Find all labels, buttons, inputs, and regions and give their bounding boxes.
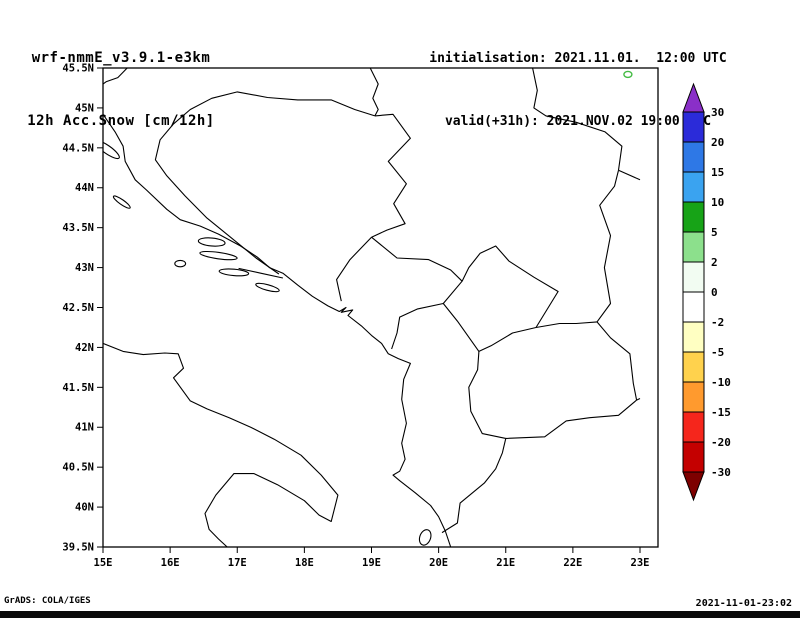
x-tick-label: 15E xyxy=(94,557,113,569)
colorbar-boundary-label: 10 xyxy=(711,196,724,209)
y-tick-label: 44N xyxy=(75,182,94,194)
colorbar-boundary-label: -30 xyxy=(711,466,731,479)
island-brac xyxy=(197,237,226,247)
y-tick-label: 44.5N xyxy=(62,142,94,154)
generation-timestamp: 2021-11-01-23:02 xyxy=(695,598,792,609)
colorbar-segment xyxy=(682,231,705,263)
x-tick-label: 17E xyxy=(228,557,247,569)
title-block-left: wrf-nmmE_v3.9.1-e3km 12h Acc.Snow [cm/12… xyxy=(12,6,230,174)
y-tick-label: 45N xyxy=(75,102,94,114)
bottom-border-strip xyxy=(0,611,800,618)
y-tick-label: 45.5N xyxy=(62,63,94,75)
x-tick-label: 18E xyxy=(295,557,314,569)
axis-ticks-and-labels: 15E 16E 17E 18E 19E 20E 21E 22E 23E 45.5N 45N 44.5N… xyxy=(62,63,649,570)
y-tick-label: 43N xyxy=(75,262,94,274)
colorbar-boundary-label: 20 xyxy=(711,136,724,149)
border-greece-bulgaria xyxy=(636,398,641,401)
colorbar-segment xyxy=(682,111,705,143)
border-serbia-macedonia xyxy=(535,321,598,329)
x-tick-label: 22E xyxy=(563,557,582,569)
colorbar-boundary-label: -10 xyxy=(711,376,731,389)
border-bosnia-serbia-drina xyxy=(371,113,411,238)
border-montenegro-serbia xyxy=(371,236,463,282)
border-bosnia-montenegro xyxy=(336,236,372,302)
colorbar-segment xyxy=(682,291,705,323)
coast-adriatic-east xyxy=(103,113,452,547)
y-tick-label: 41N xyxy=(75,422,94,434)
y-tick-label: 42.5N xyxy=(62,302,94,314)
colorbar-boundary-label: 15 xyxy=(711,166,724,179)
x-tick-label: 23E xyxy=(631,557,650,569)
y-tick-label: 39.5N xyxy=(62,541,94,553)
x-tick-label: 20E xyxy=(429,557,448,569)
island-vis xyxy=(174,259,187,268)
x-tick-label: 16E xyxy=(161,557,180,569)
colorbar-boundary-label: 5 xyxy=(711,226,718,239)
border-macedonia-bulgaria xyxy=(596,321,638,401)
colorbar-segment xyxy=(682,321,705,353)
model-title: wrf-nmmE_v3.9.1-e3km xyxy=(31,50,211,66)
colorbar-segment xyxy=(682,201,705,233)
x-tick-label: 19E xyxy=(362,557,381,569)
colorbar-boundary-label: 0 xyxy=(711,286,718,299)
island-corfu xyxy=(418,529,432,546)
valid-time-label: valid(+31h): 2021.NOV.02 19:00 UTC xyxy=(444,114,712,129)
colorbar-segment xyxy=(682,351,705,383)
colorbar-boundary-label: 2 xyxy=(711,256,718,269)
border-serbia-bulgaria xyxy=(596,170,620,323)
peninsula-peljesac xyxy=(238,267,284,279)
y-tick-label: 40.5N xyxy=(62,462,94,474)
x-tick-label: 21E xyxy=(496,557,515,569)
title-block-right: initialisation: 2021.11.01. 12:00 UTC va… xyxy=(408,6,748,174)
map-outlines xyxy=(103,68,641,547)
island-hvar xyxy=(199,250,238,261)
colorbar-boundary-label: 30 xyxy=(711,106,724,119)
border-croatia-serbia xyxy=(369,68,379,117)
colorbar-boundary-label: -20 xyxy=(711,436,731,449)
colorbar-segment xyxy=(682,381,705,413)
island-pag xyxy=(103,139,120,160)
border-slovenia-croatia xyxy=(103,68,128,85)
product-title: 12h Acc.Snow [cm/12h] xyxy=(27,113,215,129)
border-albania-greece xyxy=(441,438,507,534)
colorbar-segment xyxy=(682,261,705,293)
border-macedonia-albania xyxy=(468,351,506,439)
y-tick-label: 42N xyxy=(75,342,94,354)
colorbar-segment xyxy=(682,411,705,443)
coast-italy xyxy=(103,342,339,547)
colorbar-boundary-label: -15 xyxy=(711,406,731,419)
y-tick-label: 41.5N xyxy=(62,382,94,394)
colorbar xyxy=(682,82,705,502)
colorbar-arrow-top xyxy=(682,82,705,113)
colorbar-boundary-label: -2 xyxy=(711,316,724,329)
island-korcula xyxy=(218,268,250,277)
grads-credit: GrADS: COLA/IGES xyxy=(4,596,91,606)
border-kosovo xyxy=(442,245,559,352)
border-croatia-bosnia xyxy=(154,91,376,275)
colorbar-arrow-bottom xyxy=(682,471,705,502)
island-kornati xyxy=(112,195,131,209)
colorbar-segment xyxy=(682,441,705,473)
border-greece-macedonia xyxy=(505,399,637,439)
map-frame xyxy=(102,67,659,548)
border-romania-bulgaria-danube xyxy=(618,169,641,181)
y-tick-label: 40N xyxy=(75,502,94,514)
init-time-label: initialisation: 2021.11.01. 12:00 UTC xyxy=(429,51,727,66)
border-serbia-romania xyxy=(532,68,623,171)
colorbar-segment xyxy=(682,141,705,173)
y-tick-label: 43.5N xyxy=(62,222,94,234)
island-mljet xyxy=(255,282,280,293)
colorbar-boundary-label: -5 xyxy=(711,346,724,359)
snow-trace-contour xyxy=(623,70,633,79)
border-montenegro-albania xyxy=(391,302,444,350)
colorbar-segment xyxy=(682,171,705,203)
